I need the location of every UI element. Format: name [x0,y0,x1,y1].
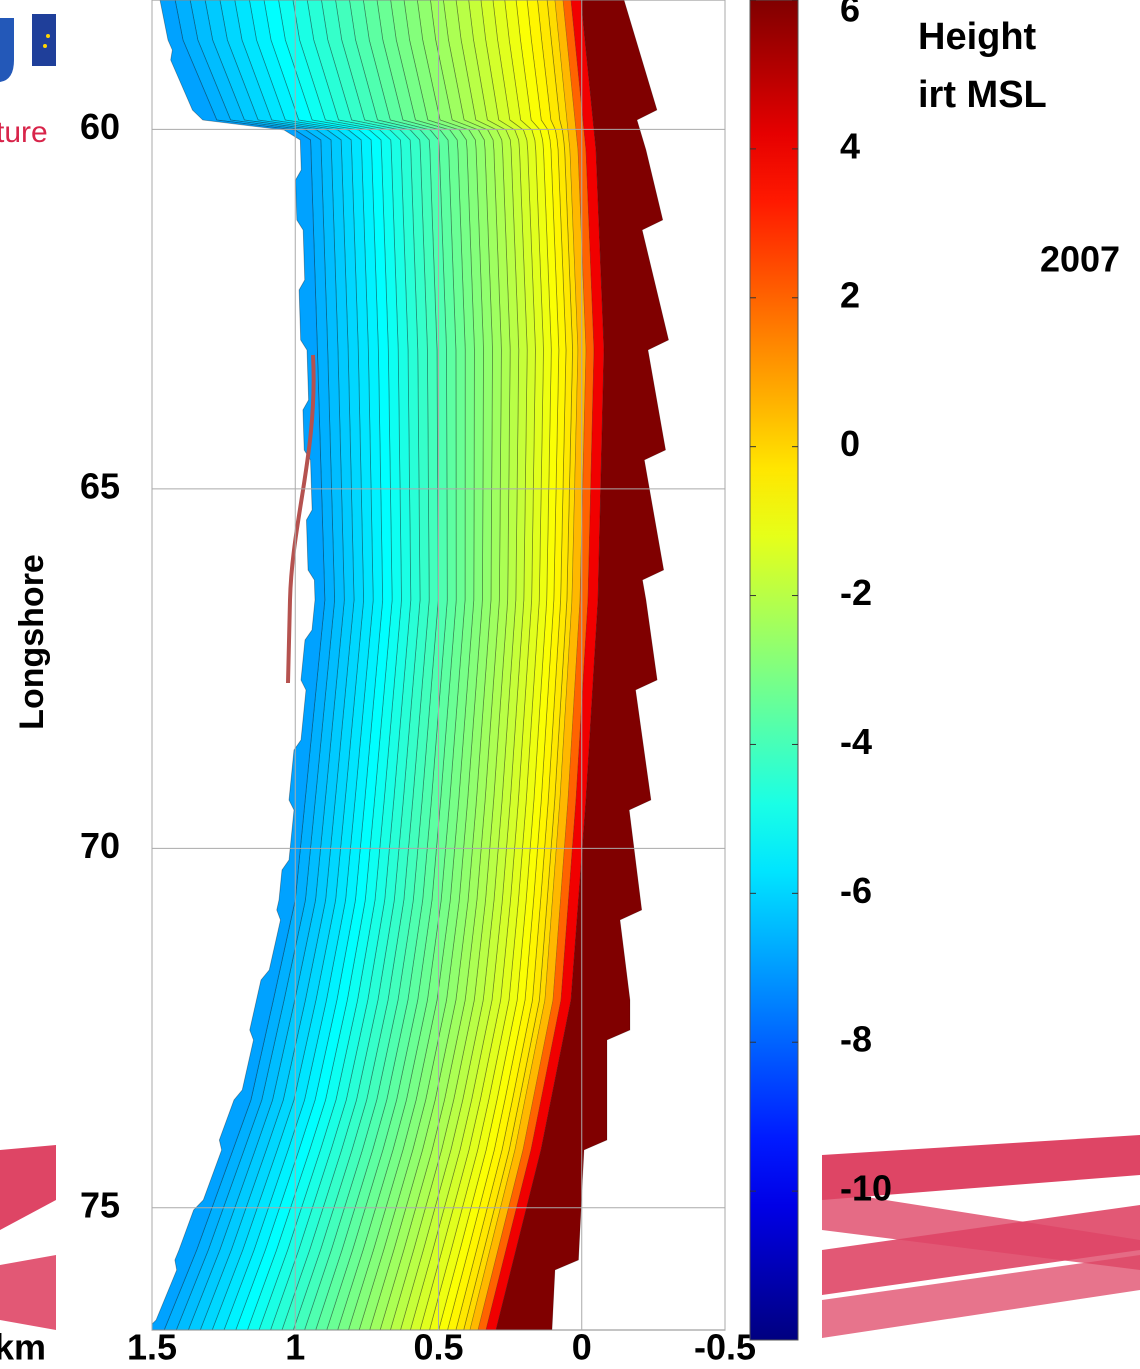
decoration [0,14,1140,1338]
x-axis-label: km [0,1327,46,1368]
depth-band [358,0,493,1330]
colorbar-tick-label: -8 [840,1019,872,1060]
colorbar-tick-label: 0 [840,423,860,464]
slide-fragment: ture [0,116,48,149]
colorbar [749,0,799,1341]
y-tick-label: 75 [80,1184,120,1225]
colorbar-title: Height irt MSL [918,16,1047,116]
depth-band [235,0,393,1330]
depth-band [187,0,355,1330]
depth-band [369,0,502,1330]
depth-band [379,0,511,1330]
depth-band [326,0,466,1330]
depth-band [152,0,326,1330]
contour-bands [152,0,669,1330]
x-tick-label: 1.5 [127,1327,177,1368]
contour-map [152,0,669,1330]
x-tick-label: 0.5 [413,1327,463,1368]
depth-band [258,0,412,1330]
y-tick-label: 60 [80,106,120,147]
depth-band [175,0,345,1330]
depth-band [292,0,439,1330]
x-tick-label: -0.5 [694,1327,756,1368]
x-tick-label: 1 [285,1327,305,1368]
depth-band [315,0,457,1330]
y-tick-label: 70 [80,825,120,866]
land-band [495,0,669,1330]
x-tick-label: 0 [572,1327,592,1368]
depth-band [463,0,579,1330]
colorbar-tick-label: 6 [840,0,860,30]
colorbar-tick-label: -2 [840,572,872,613]
colorbar-tick-label: -10 [840,1168,892,1209]
y-tick-label: 65 [80,465,120,506]
depth-band [223,0,384,1330]
colorbar-tick-label: -6 [840,870,872,911]
colorbar-tick-label: -4 [840,721,872,762]
annotation-line [286,354,316,684]
year-label: 2007 [1040,239,1120,280]
colorbar-tick-label: 2 [840,274,860,315]
colorbar-tick-label: 4 [840,125,860,166]
y-axis-label: Longshore [13,554,51,730]
